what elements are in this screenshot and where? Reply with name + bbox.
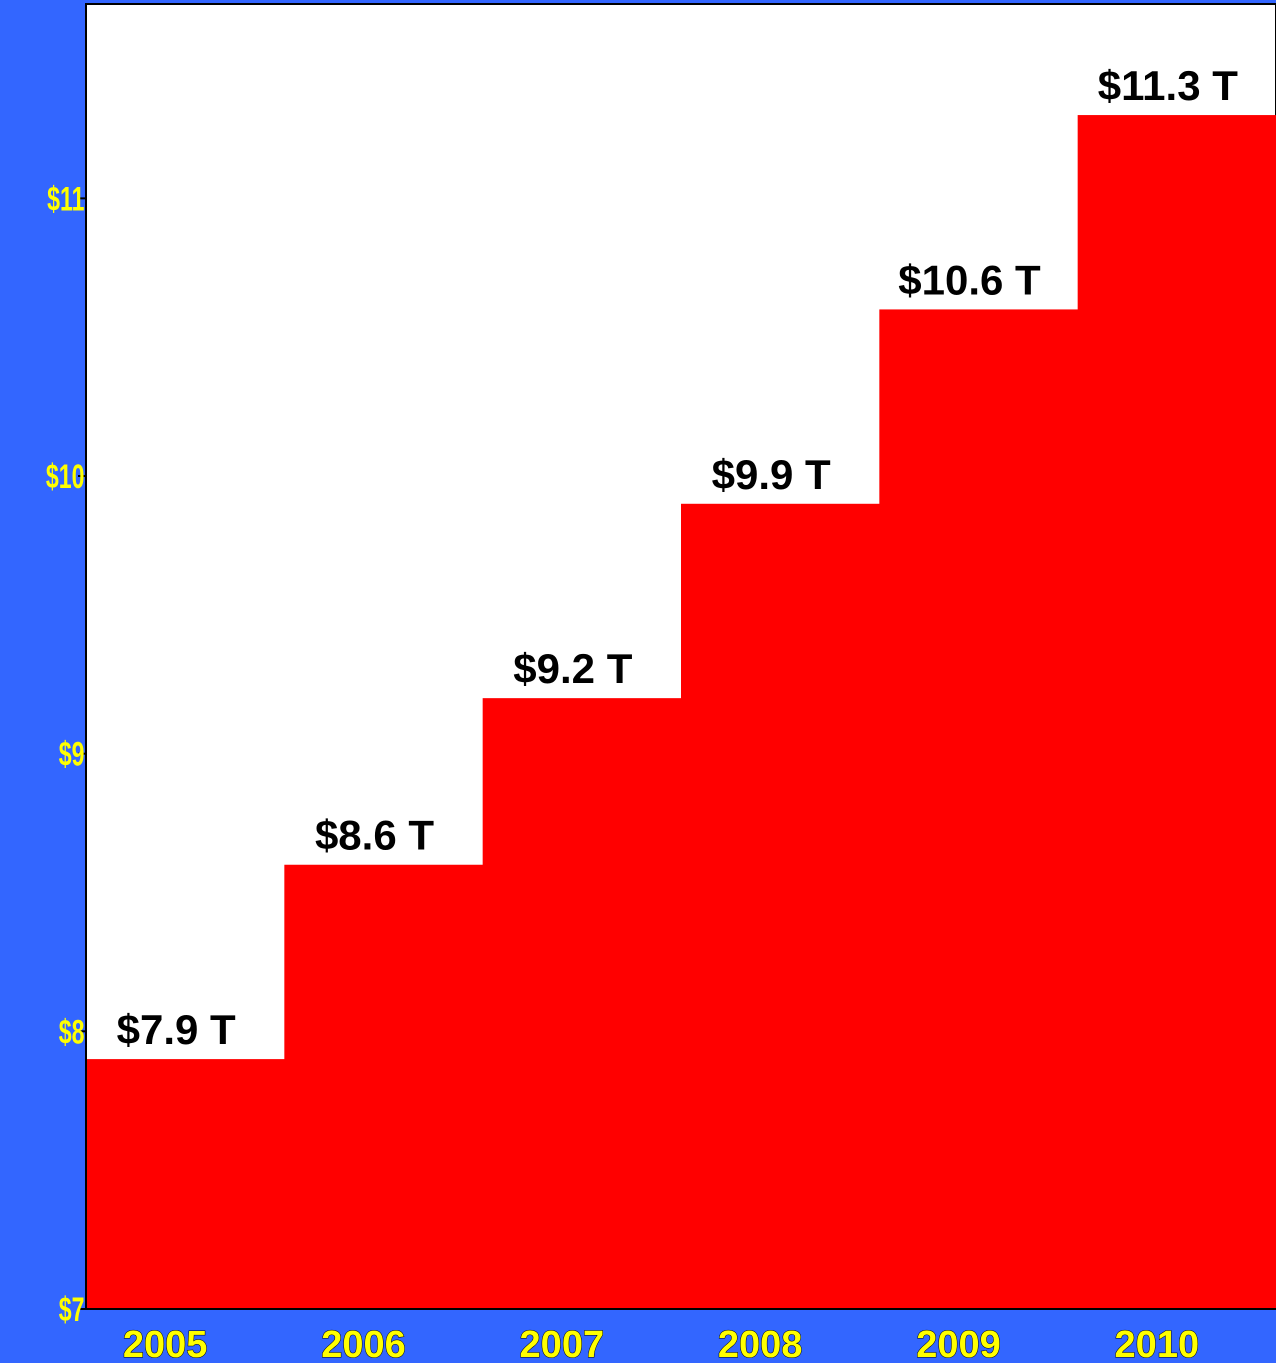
step-2005: [86, 1059, 285, 1309]
data-label-2005: $7.9 T: [117, 1006, 236, 1053]
x-tick-label-2010: 2010: [1115, 1324, 1200, 1363]
y-tick-label-7: $7: [59, 1292, 85, 1329]
x-tick-label-2005: 2005: [123, 1324, 208, 1363]
data-label-2009: $10.6 T: [898, 256, 1041, 303]
data-label-2008: $9.9 T: [712, 451, 831, 498]
x-tick-label-2008: 2008: [718, 1324, 803, 1363]
data-label-2010: $11.3 T: [1098, 62, 1238, 109]
x-tick-label-2006: 2006: [321, 1324, 406, 1363]
step-2008: [681, 504, 880, 1309]
step-2006: [284, 865, 483, 1309]
x-tick-label-2007: 2007: [520, 1324, 605, 1363]
y-tick-label-9: $9: [59, 736, 85, 773]
step-2007: [483, 698, 682, 1309]
y-tick-label-11: $11: [47, 181, 84, 218]
step-2010: [1078, 115, 1276, 1309]
data-label-2007: $9.2 T: [513, 645, 632, 692]
y-tick-label-10: $10: [46, 459, 85, 496]
y-tick-label-8: $8: [59, 1014, 85, 1051]
data-label-2006: $8.6 T: [315, 812, 434, 859]
step-2009: [879, 309, 1078, 1309]
x-tick-label-2009: 2009: [916, 1324, 1001, 1363]
